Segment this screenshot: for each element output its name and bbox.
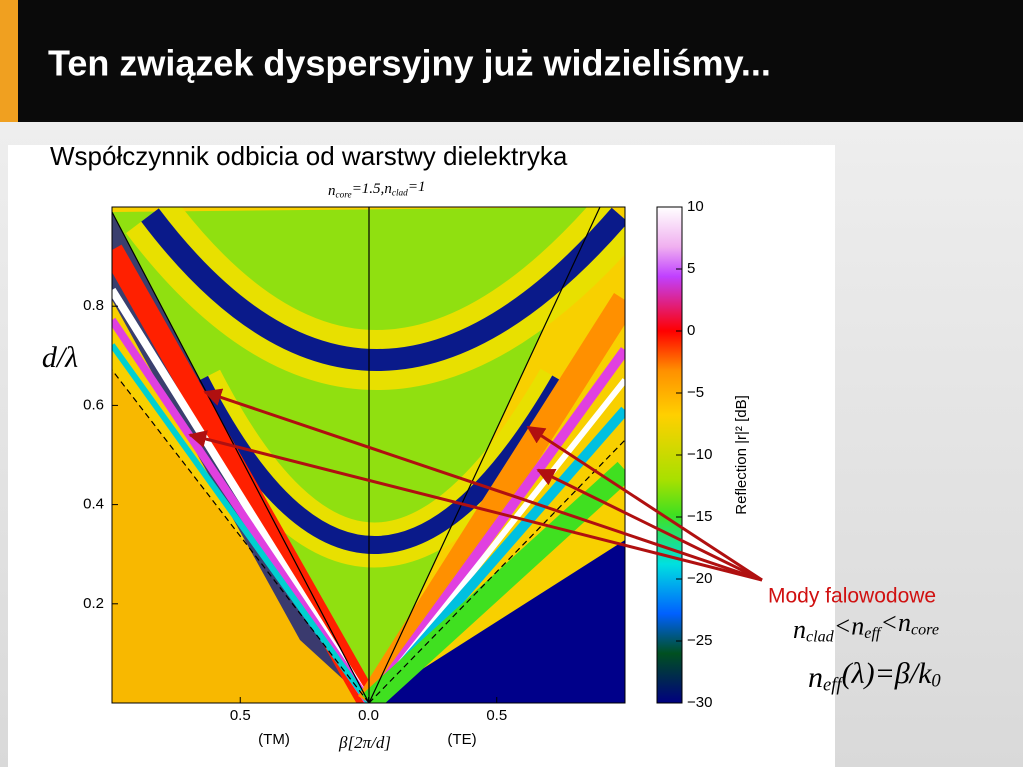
math-token: n (898, 608, 911, 637)
x-tick-label: 0.0 (358, 707, 379, 724)
colorbar-tick-label: −5 (687, 384, 704, 401)
colorbar-tick-label: 10 (687, 198, 704, 215)
annotation: Mody falowodowe (768, 585, 936, 608)
y-axis-label: d/λ (42, 341, 78, 374)
y-tick-label: 0.4 (83, 496, 104, 513)
colorbar-tick-label: 0 (687, 322, 695, 339)
colorbar-tick-label: −15 (687, 508, 712, 525)
y-tick-label: 0.8 (83, 297, 104, 314)
math-token: < (880, 608, 898, 637)
colorbar-tick-label: −30 (687, 694, 712, 711)
colorbar-tick-label: −20 (687, 570, 712, 587)
math-token: eff (864, 625, 883, 642)
colorbar-tick-label: −10 (687, 446, 712, 463)
header-bar (0, 0, 1023, 122)
x-side-label: (TE) (447, 731, 476, 748)
header-accent (0, 0, 18, 122)
colorbar-label: Reflection |r|² [dB] (733, 395, 750, 515)
math-token: 0 (931, 671, 941, 692)
math-token: n (851, 612, 864, 641)
math-token: core (911, 621, 939, 638)
math-token: (λ)=β/ (842, 657, 921, 690)
formula: neff(λ)=β/k0 (808, 657, 941, 696)
math-token: clad (806, 628, 835, 645)
math-token: n (808, 661, 823, 694)
colorbar-tick-label: 5 (687, 260, 695, 277)
math-token: n (328, 183, 336, 199)
y-tick-label: 0.2 (83, 595, 104, 612)
math-token: < (834, 612, 852, 641)
math-token: =1.5, (352, 181, 385, 197)
x-side-label: (TM) (258, 731, 290, 748)
subtitle: Współczynnik odbicia od warstwy dielektr… (50, 141, 568, 171)
math-token: clad (392, 188, 408, 198)
heatmap (112, 207, 625, 703)
formula: nclad<neff<ncore (793, 608, 939, 645)
y-tick-label: 0.6 (83, 396, 104, 413)
arrows (188, 388, 763, 582)
chart-title: ncore=1.5,nclad=1 (328, 179, 425, 200)
x-tick-label: 0.5 (230, 707, 251, 724)
math-token: =1 (408, 179, 426, 195)
slide-title: Ten związek dyspersyjny już widzieliśmy.… (48, 43, 771, 84)
math-token: k (918, 657, 932, 690)
colorbar-tick-label: −25 (687, 632, 712, 649)
x-axis-label: β[2π/d] (338, 733, 391, 752)
math-token: n (384, 181, 392, 197)
math-token: eff (823, 675, 844, 696)
x-tick-label: 0.5 (486, 707, 507, 724)
math-token: n (793, 615, 806, 644)
math-token: core (336, 190, 352, 200)
